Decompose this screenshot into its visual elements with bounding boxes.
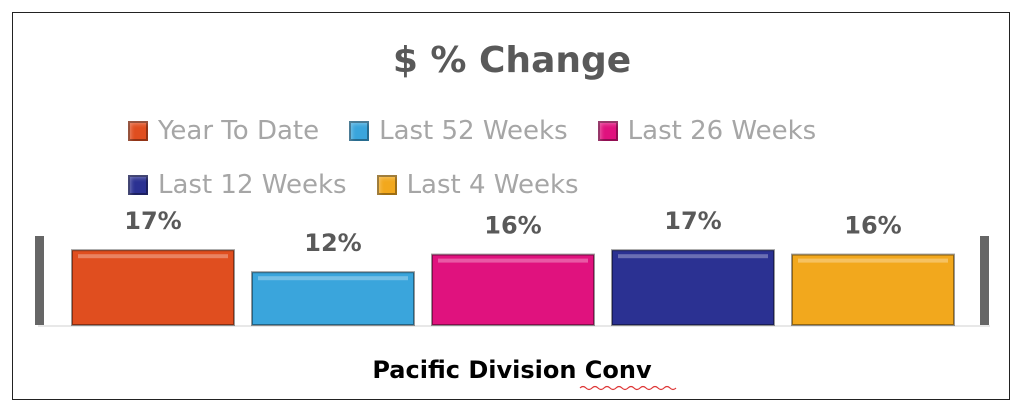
- legend-item: Last 26 Weeks: [597, 112, 817, 150]
- legend-label: Year To Date: [158, 116, 320, 146]
- legend-item: Year To Date: [128, 112, 319, 150]
- value-label: 17%: [124, 207, 181, 235]
- value-label: 16%: [844, 212, 901, 240]
- bar-highlight: [78, 254, 228, 259]
- end-cap: [980, 236, 989, 325]
- legend-swatch: [597, 121, 618, 141]
- value-label: 12%: [304, 229, 361, 257]
- bar-highlight: [798, 258, 948, 263]
- bar: [251, 271, 415, 327]
- legend: Year To Date Last 52 Weeks Last 26 Weeks La…: [128, 112, 928, 204]
- bar-highlight: [258, 276, 408, 281]
- value-label: 16%: [484, 212, 541, 240]
- legend-label: Last 4 Weeks: [406, 170, 579, 200]
- legend-item: Last 52 Weeks: [349, 112, 568, 150]
- chart-frame: [12, 12, 1010, 400]
- legend-label: Last 26 Weeks: [627, 116, 817, 146]
- end-cap: [35, 236, 44, 325]
- legend-label: Last 52 Weeks: [379, 116, 568, 146]
- spell-underline: [579, 385, 677, 391]
- legend-item: Last 4 Weeks: [376, 166, 579, 204]
- chart-title: $ % Change: [393, 40, 631, 81]
- bar: [71, 249, 235, 326]
- legend-swatch: [376, 175, 397, 195]
- category-label: Pacific Division Conv: [372, 356, 652, 384]
- legend-swatch: [128, 175, 148, 195]
- legend-label: Last 12 Weeks: [158, 170, 347, 200]
- bar: [791, 253, 955, 327]
- bar-highlight: [618, 254, 768, 259]
- bar: [611, 249, 775, 326]
- legend-swatch: [349, 121, 370, 141]
- legend-item: Last 12 Weeks: [128, 166, 347, 204]
- bar: [431, 253, 595, 327]
- value-label: 17%: [664, 207, 721, 235]
- bar-highlight: [438, 258, 588, 263]
- legend-swatch: [128, 121, 148, 141]
